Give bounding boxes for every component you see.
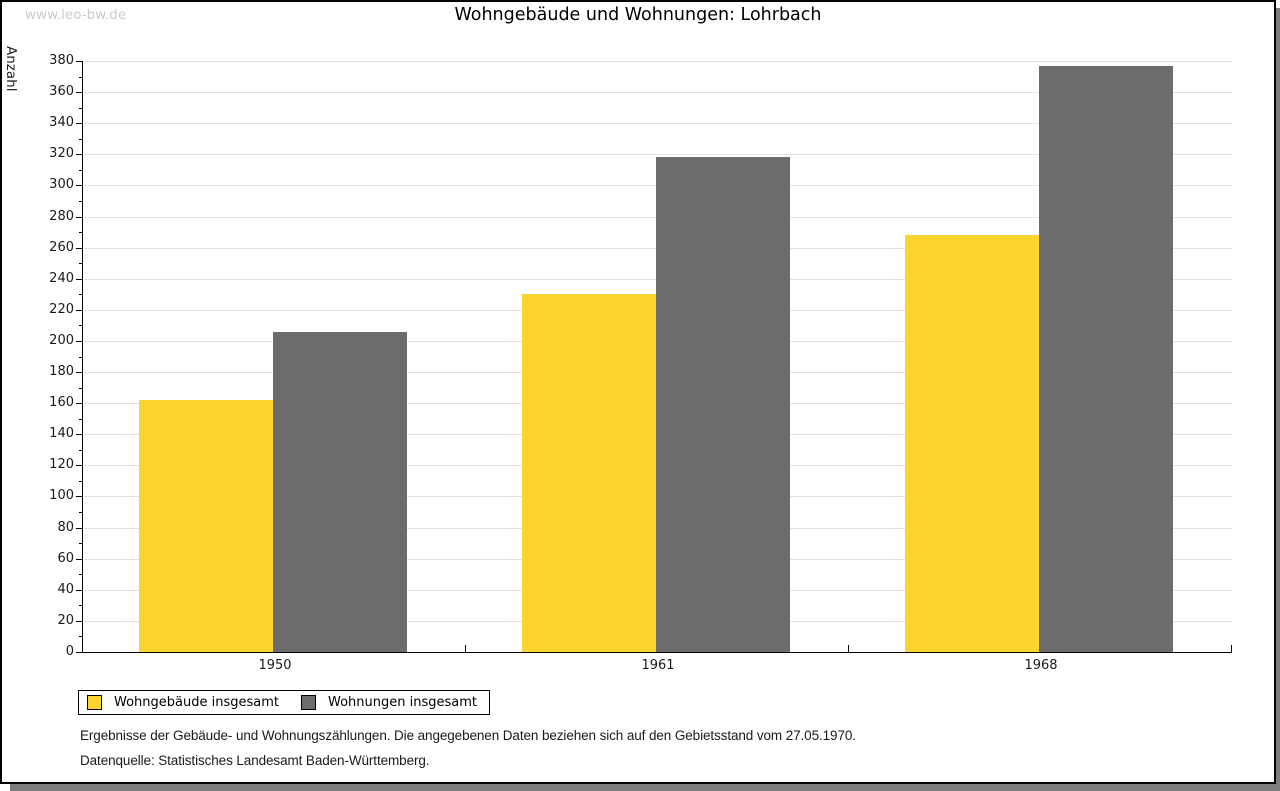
y-minor-tick-190 <box>79 356 83 358</box>
y-tick-label: 120 <box>49 457 74 473</box>
y-tick-label: 200 <box>49 332 74 348</box>
y-tick-80 <box>76 527 83 529</box>
y-tick-220 <box>76 309 83 311</box>
legend-label-wohnungen: Wohnungen insgesamt <box>328 694 477 710</box>
y-minor-tick-370 <box>79 76 83 78</box>
y-minor-tick-270 <box>79 232 83 234</box>
y-minor-tick-210 <box>79 325 83 327</box>
y-tick-label: 0 <box>65 644 74 659</box>
y-tick-label: 360 <box>49 84 74 100</box>
y-minor-tick-10 <box>79 636 83 638</box>
y-tick-label: 40 <box>57 581 74 597</box>
y-tick-100 <box>76 496 83 498</box>
y-tick-140 <box>76 434 83 436</box>
legend-swatch-wohngebaeude <box>87 695 102 710</box>
y-minor-tick-350 <box>79 107 83 109</box>
x-tick-2 <box>848 645 849 652</box>
y-minor-tick-250 <box>79 263 83 265</box>
bar-wohngeb-ude-insgesamt-1961 <box>522 294 656 652</box>
y-tick-label: 280 <box>49 208 74 224</box>
y-minor-tick-330 <box>79 138 83 140</box>
y-minor-tick-230 <box>79 294 83 296</box>
y-tick-label: 240 <box>49 270 74 286</box>
legend-item-wohnungen: Wohnungen insgesamt <box>301 695 477 710</box>
y-minor-tick-130 <box>79 449 83 451</box>
y-tick-60 <box>76 558 83 560</box>
y-tick-380 <box>76 61 83 62</box>
y-minor-tick-110 <box>79 480 83 482</box>
y-tick-label: 300 <box>49 177 74 193</box>
y-tick-20 <box>76 620 83 622</box>
gridline-320 <box>83 154 1232 156</box>
y-tick-label: 260 <box>49 239 74 255</box>
y-tick-label: 180 <box>49 364 74 380</box>
y-tick-label: 60 <box>57 550 74 566</box>
y-axis-title: Anzahl <box>3 46 19 92</box>
legend: Wohngebäude insgesamt Wohnungen insgesam… <box>78 690 490 715</box>
bar-wohnungen-insgesamt-1950 <box>273 331 407 652</box>
x-tick-3 <box>1231 645 1232 652</box>
footnote-source-note: Ergebnisse der Gebäude- und Wohnungszähl… <box>80 728 856 743</box>
y-tick-360 <box>76 92 83 94</box>
chart-title: Wohngebäude und Wohnungen: Lohrbach <box>454 5 822 25</box>
y-tick-300 <box>76 185 83 187</box>
y-minor-tick-90 <box>79 512 83 514</box>
y-tick-340 <box>76 123 83 125</box>
y-tick-label: 100 <box>49 488 74 504</box>
legend-swatch-wohnungen <box>301 695 316 710</box>
y-minor-tick-310 <box>79 169 83 171</box>
x-tick-1 <box>465 645 466 652</box>
legend-item-wohngebaeude: Wohngebäude insgesamt <box>87 695 279 710</box>
y-tick-label: 20 <box>57 612 74 628</box>
y-tick-160 <box>76 403 83 405</box>
y-tick-0 <box>76 652 83 653</box>
y-tick-200 <box>76 340 83 342</box>
y-tick-label: 380 <box>49 53 74 68</box>
gridline-380 <box>83 61 1232 62</box>
plot-area: 0 20 40 60 80 100 120 140 160 180 200 220 240 260 280 3… <box>49 53 1232 673</box>
y-tick-label: 340 <box>49 115 74 131</box>
bar-wohngeb-ude-insgesamt-1968 <box>905 235 1039 652</box>
y-tick-label: 80 <box>57 519 74 535</box>
y-tick-label: 160 <box>49 395 74 411</box>
y-tick-240 <box>76 278 83 280</box>
y-tick-label: 220 <box>49 301 74 317</box>
y-tick-180 <box>76 372 83 374</box>
watermark: www.leo-bw.de <box>25 7 127 23</box>
legend-label-wohngebaeude: Wohngebäude insgesamt <box>114 694 279 710</box>
x-tick-label: 1961 <box>641 658 675 673</box>
gridline-340 <box>83 123 1232 125</box>
y-tick-40 <box>76 589 83 591</box>
y-minor-tick-50 <box>79 574 83 576</box>
y-minor-tick-30 <box>79 605 83 607</box>
y-minor-tick-170 <box>79 387 83 389</box>
y-minor-tick-290 <box>79 200 83 202</box>
y-tick-260 <box>76 247 83 249</box>
bar-wohngeb-ude-insgesamt-1950 <box>139 400 273 652</box>
x-tick-label: 1968 <box>1024 658 1058 673</box>
x-tick-label: 1950 <box>258 658 292 673</box>
y-minor-tick-150 <box>79 418 83 420</box>
y-minor-tick-70 <box>79 543 83 545</box>
bar-wohnungen-insgesamt-1968 <box>1039 65 1173 652</box>
y-tick-280 <box>76 216 83 218</box>
y-tick-120 <box>76 465 83 467</box>
bar-wohnungen-insgesamt-1961 <box>656 157 790 652</box>
y-tick-label: 320 <box>49 146 74 162</box>
footnote-data-source: Datenquelle: Statistisches Landesamt Bad… <box>80 753 430 768</box>
gridline-360 <box>83 92 1232 94</box>
y-tick-label: 140 <box>49 426 74 442</box>
y-tick-320 <box>76 154 83 156</box>
